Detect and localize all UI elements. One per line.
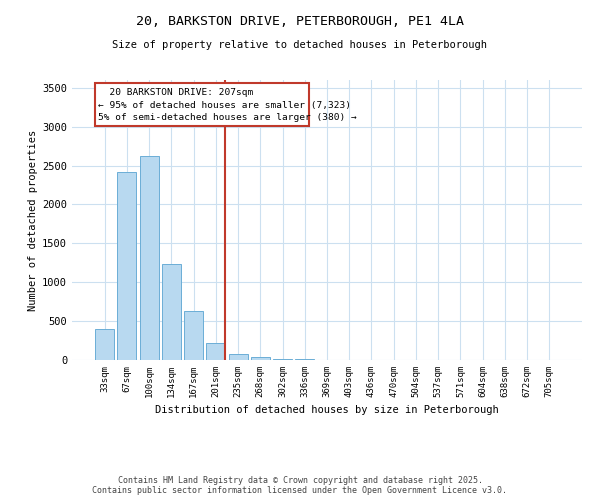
- Bar: [206, 344, 225, 360]
- Bar: [229, 354, 248, 360]
- Y-axis label: Number of detached properties: Number of detached properties: [28, 130, 38, 310]
- Text: 5% of semi-detached houses are larger (380) →: 5% of semi-detached houses are larger (3…: [98, 114, 357, 122]
- Bar: [295, 359, 314, 360]
- Text: Size of property relative to detached houses in Peterborough: Size of property relative to detached ho…: [113, 40, 487, 50]
- Bar: [95, 329, 114, 360]
- X-axis label: Distribution of detached houses by size in Peterborough: Distribution of detached houses by size …: [155, 406, 499, 415]
- Text: ← 95% of detached houses are smaller (7,323): ← 95% of detached houses are smaller (7,…: [98, 101, 351, 110]
- Bar: [273, 358, 292, 360]
- Bar: [251, 358, 270, 360]
- Text: Contains HM Land Registry data © Crown copyright and database right 2025.
Contai: Contains HM Land Registry data © Crown c…: [92, 476, 508, 495]
- Bar: [184, 311, 203, 360]
- Text: 20, BARKSTON DRIVE, PETERBOROUGH, PE1 4LA: 20, BARKSTON DRIVE, PETERBOROUGH, PE1 4L…: [136, 15, 464, 28]
- Bar: [95, 83, 309, 126]
- Bar: [118, 172, 136, 360]
- Bar: [140, 156, 158, 360]
- Text: 20 BARKSTON DRIVE: 207sqm: 20 BARKSTON DRIVE: 207sqm: [98, 88, 253, 97]
- Bar: [162, 264, 181, 360]
